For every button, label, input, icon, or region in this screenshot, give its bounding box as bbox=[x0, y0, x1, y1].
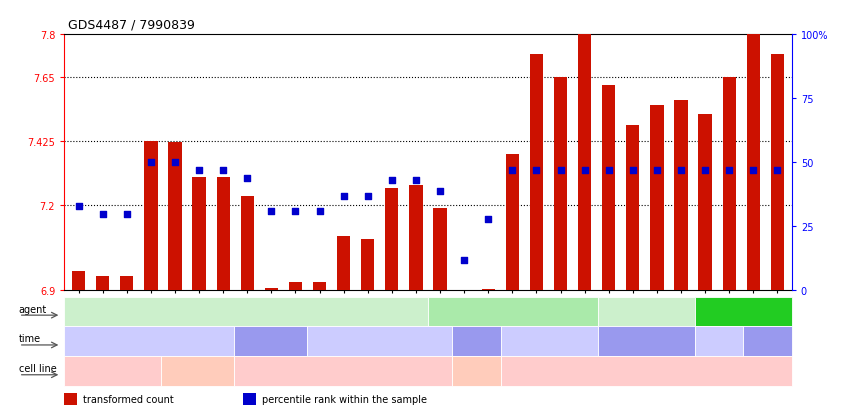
Bar bbox=[433, 209, 447, 291]
Bar bbox=[265, 288, 278, 291]
Bar bbox=[313, 282, 326, 291]
Point bbox=[698, 167, 712, 174]
Text: cell line: cell line bbox=[19, 363, 56, 373]
Bar bbox=[337, 237, 350, 291]
Bar bbox=[145, 142, 158, 291]
Text: HT1080 fibrosarcoma: HT1080 fibrosarcoma bbox=[601, 367, 692, 376]
Bar bbox=[385, 188, 399, 291]
Point bbox=[481, 216, 495, 223]
Text: hour 12: hour 12 bbox=[750, 337, 785, 346]
Bar bbox=[64, 393, 77, 405]
Bar bbox=[698, 115, 711, 291]
Text: HT1080 fibrosarcoma: HT1080 fibrosarcoma bbox=[298, 367, 389, 376]
Point bbox=[120, 211, 134, 217]
Bar bbox=[578, 35, 591, 291]
Bar bbox=[675, 100, 687, 291]
Bar bbox=[72, 271, 86, 291]
Point bbox=[385, 178, 399, 184]
Text: hour 6: hour 6 bbox=[535, 337, 564, 346]
Bar bbox=[241, 197, 254, 291]
Text: transformed count: transformed count bbox=[83, 394, 174, 404]
Point bbox=[675, 167, 688, 174]
Bar bbox=[770, 55, 784, 291]
Point bbox=[578, 167, 591, 174]
Point bbox=[433, 188, 447, 195]
Text: hour 12: hour 12 bbox=[253, 337, 288, 346]
Bar bbox=[120, 277, 134, 291]
Text: hour 6: hour 6 bbox=[704, 337, 734, 346]
Bar bbox=[506, 154, 519, 291]
Bar bbox=[243, 393, 256, 405]
Point bbox=[144, 160, 158, 166]
Bar bbox=[217, 177, 230, 291]
Text: IFNα (500U/ml) + MEK inhib U0126
(20uM): IFNα (500U/ml) + MEK inhib U0126 (20uM) bbox=[664, 302, 823, 321]
Point bbox=[722, 167, 736, 174]
Point bbox=[650, 167, 663, 174]
Point bbox=[361, 193, 375, 199]
Bar bbox=[602, 86, 615, 291]
Point bbox=[217, 167, 230, 174]
Bar bbox=[288, 282, 302, 291]
Text: hour 6: hour 6 bbox=[134, 337, 163, 346]
Text: MEK inhib U0126 (20uM): MEK inhib U0126 (20uM) bbox=[591, 307, 702, 316]
Bar bbox=[722, 78, 736, 291]
Point bbox=[265, 208, 278, 215]
Point bbox=[193, 167, 206, 174]
Bar bbox=[530, 55, 543, 291]
Point bbox=[288, 208, 302, 215]
Point bbox=[409, 178, 423, 184]
Text: DMSO control: DMSO control bbox=[215, 307, 277, 316]
Text: GDS4487 / 7990839: GDS4487 / 7990839 bbox=[68, 18, 195, 31]
Point bbox=[312, 208, 326, 215]
Point bbox=[457, 257, 471, 263]
Bar bbox=[651, 106, 663, 291]
Point bbox=[506, 167, 520, 174]
Text: interferon-α (500U/ml): interferon-α (500U/ml) bbox=[461, 307, 564, 316]
Point bbox=[72, 203, 86, 210]
Point bbox=[626, 167, 639, 174]
Point bbox=[770, 167, 784, 174]
Bar bbox=[746, 35, 760, 291]
Text: SKOV3 ovarian
adenocarcinoma: SKOV3 ovarian adenocarcinoma bbox=[163, 362, 233, 381]
Point bbox=[602, 167, 615, 174]
Point bbox=[241, 175, 254, 182]
Point bbox=[336, 193, 350, 199]
Text: HT1080
fibros arcoma: HT1080 fibros arcoma bbox=[84, 362, 141, 381]
Bar bbox=[626, 126, 639, 291]
Point bbox=[168, 160, 181, 166]
Bar bbox=[169, 143, 181, 291]
Text: percentile rank within the sample: percentile rank within the sample bbox=[262, 394, 427, 404]
Bar bbox=[409, 186, 423, 291]
Point bbox=[554, 167, 568, 174]
Text: time: time bbox=[19, 334, 41, 344]
Point bbox=[96, 211, 110, 217]
Point bbox=[530, 167, 544, 174]
Bar bbox=[361, 240, 374, 291]
Text: hour 6: hour 6 bbox=[365, 337, 394, 346]
Bar bbox=[554, 78, 568, 291]
Text: agent: agent bbox=[19, 304, 47, 314]
Point bbox=[746, 167, 760, 174]
Text: hour 12: hour 12 bbox=[459, 337, 494, 346]
Text: hour 12: hour 12 bbox=[629, 337, 663, 346]
Bar bbox=[482, 290, 495, 291]
Text: SKOV3 ovarian
adenocarcinoma: SKOV3 ovarian adenocarcinoma bbox=[442, 362, 512, 381]
Bar bbox=[96, 277, 110, 291]
Bar bbox=[193, 177, 205, 291]
